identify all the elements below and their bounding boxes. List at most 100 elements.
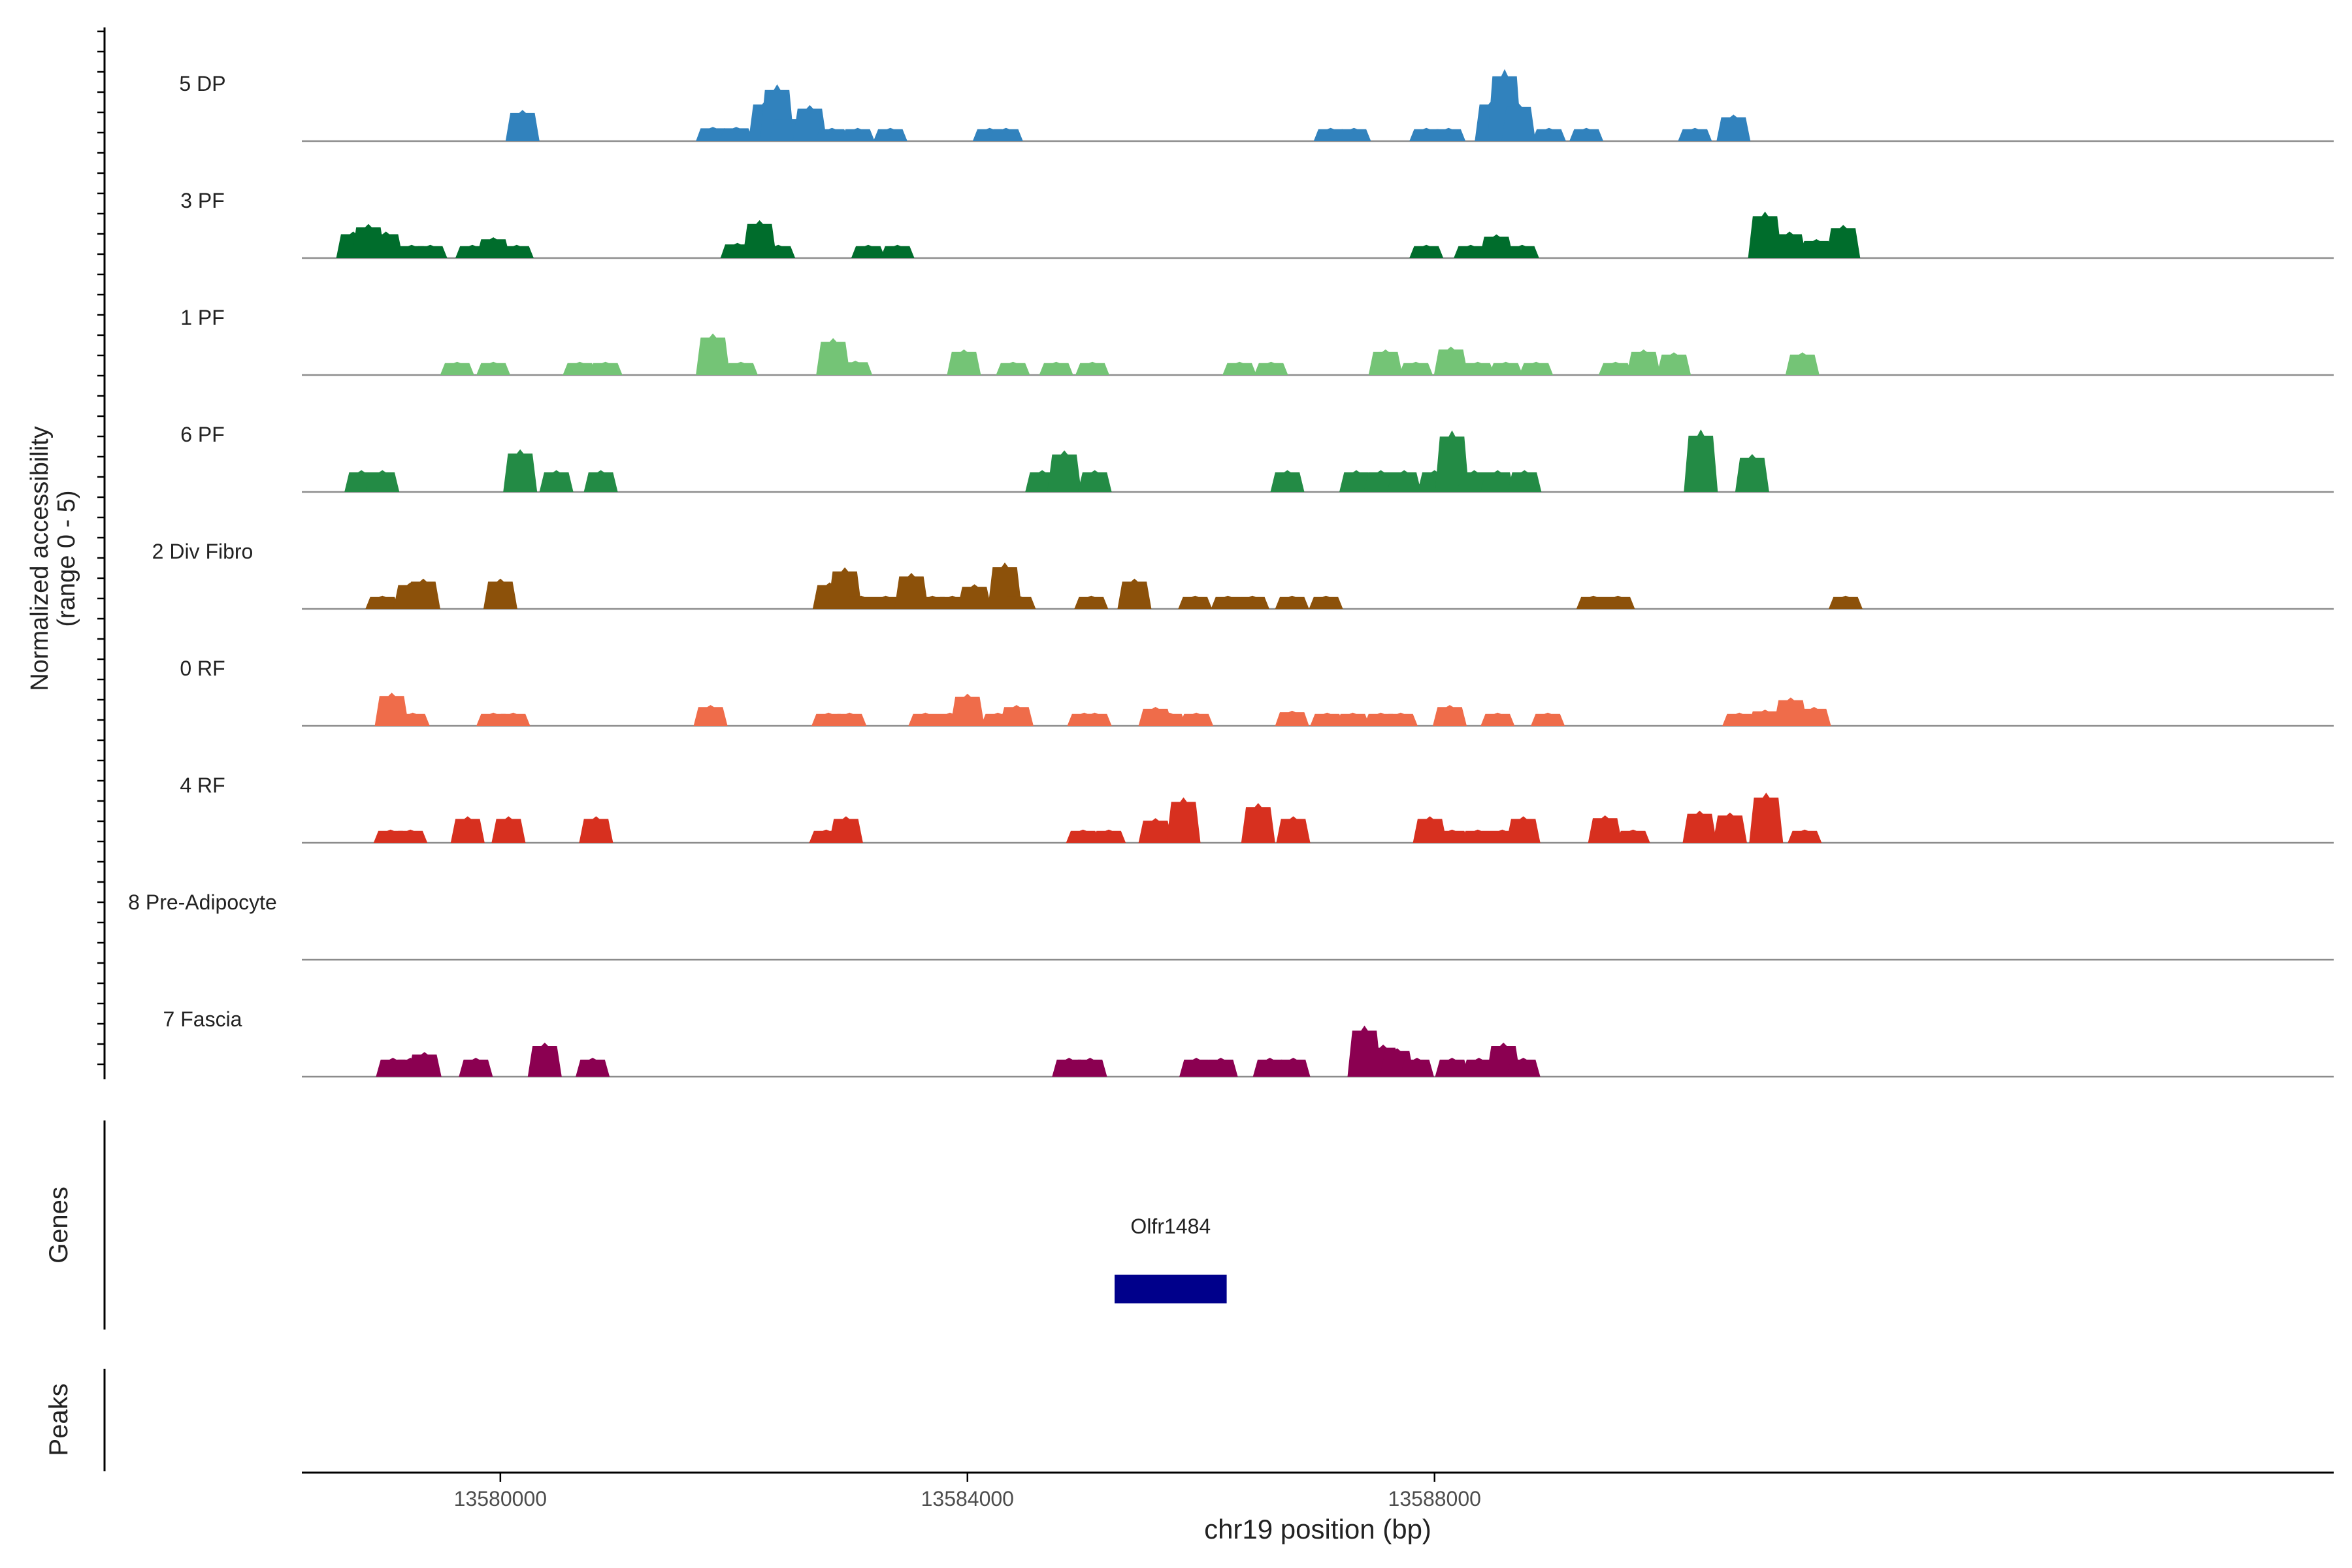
coverage-peak (1409, 244, 1444, 258)
coverage-peak (483, 578, 517, 609)
coverage-peak (873, 127, 907, 141)
coverage-peak (1222, 361, 1257, 375)
coverage-peak (1433, 705, 1467, 726)
x-axis-label: chr19 position (bp) (1204, 1514, 1431, 1544)
track-label: 6 PF (180, 423, 225, 446)
coverage-peak (450, 816, 485, 843)
coverage-peak (503, 449, 538, 492)
x-axis-ticks: 13580000 13584000 13588000 (454, 1473, 1481, 1511)
coverage-peak (1716, 114, 1751, 141)
coverage-peak (1598, 361, 1633, 375)
coverage-peak (440, 361, 474, 375)
coverage-peak (1047, 450, 1082, 492)
coverage-peak (868, 595, 903, 609)
coverage-peak (1179, 1058, 1214, 1077)
coverage-peak (840, 127, 875, 141)
coverage-peak (588, 361, 623, 375)
coverage-peak (579, 816, 613, 843)
coverage-peak (1368, 349, 1403, 375)
coverage-peak (1460, 829, 1495, 843)
coverage-peak (1166, 797, 1201, 843)
coverage-peak (505, 110, 540, 141)
coverage-peak (1480, 470, 1515, 492)
coverage-peak (1276, 816, 1311, 843)
coverage-peak (1506, 1058, 1541, 1077)
track-label: 4 RF (180, 774, 225, 797)
y-axis-panel: Normalized accessibility (range 0 - 5) (26, 27, 106, 1079)
coverage-peak (1657, 352, 1691, 375)
coverage-peak (838, 361, 873, 375)
coverage-peak (1799, 239, 1834, 258)
coverage-peak (459, 1058, 493, 1077)
coverage-peak (1039, 361, 1073, 375)
coverage-peak (1077, 470, 1112, 492)
coverage-peak (908, 712, 943, 726)
track-7-fascia: 7 Fascia (163, 1007, 2334, 1078)
coverage-peak (1335, 712, 1370, 726)
coverage-peak (1178, 595, 1213, 609)
coverage-peak (1387, 470, 1422, 492)
coverage-peak (583, 470, 618, 492)
coverage-peak (368, 231, 403, 258)
coverage-peak (1241, 803, 1275, 843)
coverage-peak (1772, 231, 1807, 258)
coverage-peak (365, 595, 400, 609)
coverage-peak (1797, 707, 1831, 726)
coverage-peak (832, 712, 867, 726)
coverage-peak (1626, 349, 1661, 375)
track-label: 2 Div Fibro (152, 540, 253, 563)
coverage-peak (1275, 710, 1309, 726)
coverage-peak (999, 705, 1034, 726)
coverage-peak (844, 595, 879, 609)
coverage-peak (1073, 1058, 1107, 1077)
coverage-peak (1785, 352, 1820, 375)
gene-body (1115, 1275, 1227, 1303)
x-axis: 13580000 13584000 13588000 chr19 position … (302, 1471, 2334, 1544)
coverage-peak (1480, 712, 1515, 726)
peaks-panel-label: Peaks (44, 1383, 73, 1456)
coverage-peak (947, 349, 981, 375)
coverage-peak (1454, 244, 1488, 258)
coverage-peak (563, 361, 597, 375)
coverage-peak (365, 470, 400, 492)
coverage-peak (1501, 103, 1536, 141)
coverage-peak (1576, 595, 1610, 609)
coverage-peak (1066, 829, 1100, 843)
coverage-peak (1275, 595, 1309, 609)
y-axis-label-line1: Normalized accessibility (26, 426, 54, 691)
track-4-rf: 4 RF (180, 774, 2334, 844)
coverage-peak (1479, 234, 1514, 258)
coverage-peak (1507, 470, 1542, 492)
coverage-peak (1684, 429, 1718, 492)
coverage-peak (1431, 127, 1466, 141)
coverage-peak (407, 1052, 442, 1077)
coverage-peak (696, 333, 730, 375)
coverage-peak (1179, 712, 1214, 726)
coverage-peak (1749, 792, 1784, 843)
coverage-peak (815, 127, 849, 141)
coverage-tracks: 5 DP 3 PF 1 PF 6 PF 2 Div Fibro 0 RF 4 RF 8 Pre… (128, 69, 2334, 1078)
coverage-peak (1748, 710, 1782, 726)
coverage-peak (1435, 430, 1469, 492)
coverage-peak (1682, 810, 1717, 843)
coverage-peak (527, 1042, 562, 1077)
coverage-peak (406, 578, 440, 609)
coverage-peak (1601, 595, 1635, 609)
track-label: 1 PF (180, 306, 225, 329)
track-1-pf: 1 PF (180, 306, 2334, 376)
genes-panel-label: Genes (44, 1186, 73, 1264)
y-axis-ticks (97, 30, 105, 1066)
coverage-peak (395, 712, 430, 726)
coverage-peak (1488, 361, 1523, 375)
coverage-peak (1678, 127, 1712, 141)
coverage-peak (851, 244, 885, 258)
coverage-peak (1435, 1058, 1469, 1077)
coverage-peak (1826, 225, 1861, 258)
coverage-peak (816, 338, 851, 375)
coverage-peak (880, 244, 915, 258)
coverage-peak (393, 829, 428, 843)
coverage-peak (996, 361, 1030, 375)
coverage-peak (1270, 470, 1305, 492)
coverage-peak (1460, 361, 1495, 375)
coverage-peak (988, 127, 1023, 141)
